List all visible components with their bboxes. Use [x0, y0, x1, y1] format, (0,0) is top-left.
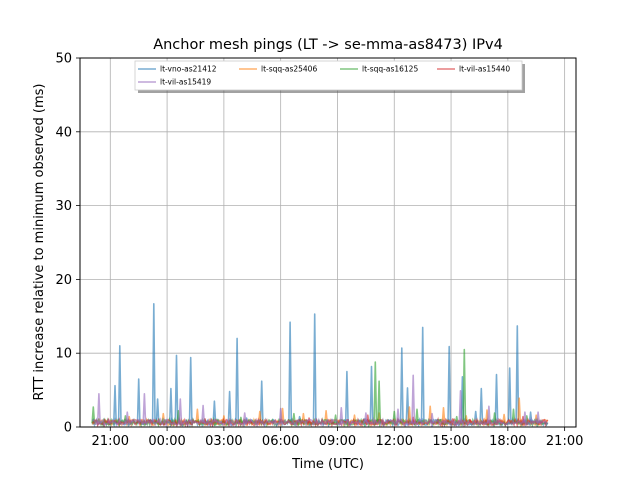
data-point: [411, 374, 416, 424]
data-point: [522, 411, 527, 424]
x-axis-label: Time (UTC): [291, 457, 364, 472]
data-point: [227, 390, 232, 424]
x-tick-label: 21:00: [546, 434, 583, 449]
plot-frame: [79, 57, 577, 428]
data-point: [178, 398, 183, 424]
y-tick-label: 50: [55, 52, 72, 67]
series-baseline: [91, 416, 549, 428]
x-tick-label: 03:00: [205, 434, 242, 449]
data-point: [312, 313, 317, 424]
legend-label: lt-vil-as15419: [160, 78, 211, 87]
y-axis-label: RTT increase relative to minimum observe…: [32, 84, 47, 401]
data-point: [396, 408, 400, 424]
x-tick-label: 00:00: [148, 434, 185, 449]
data-point: [201, 404, 206, 424]
data-point: [151, 303, 156, 424]
data-point: [430, 412, 435, 424]
data-point: [494, 373, 499, 424]
data-point: [174, 354, 179, 424]
data-point: [259, 380, 264, 424]
y-tick-label: 10: [55, 347, 72, 362]
data-point: [458, 390, 463, 424]
data-point: [441, 407, 446, 424]
data-point: [307, 417, 312, 424]
data-point: [91, 406, 96, 424]
legend-label: lt-vno-as21412: [160, 65, 217, 74]
data-point: [195, 408, 200, 424]
y-axis: 0 10 20 30 40 50: [55, 52, 80, 436]
series-lt-vil-as15419: [91, 374, 549, 428]
x-axis: 21:00 00:00 03:00 06:00 09:00 12:00 15:00 18:00…: [92, 427, 583, 449]
y-tick-label: 20: [55, 273, 72, 288]
data-point: [155, 398, 160, 424]
data-point: [188, 356, 193, 424]
data-point: [288, 321, 293, 424]
chart-title: Anchor mesh pings (LT -> se-mma-as8473) …: [153, 37, 503, 53]
data-point: [373, 361, 378, 424]
data-point: [407, 406, 412, 424]
data-point: [117, 345, 122, 424]
data-point: [212, 400, 217, 424]
legend-label: lt-sqq-as16125: [362, 65, 418, 74]
x-tick-label: 15:00: [432, 434, 469, 449]
data-point: [447, 345, 452, 424]
data-point: [344, 370, 349, 424]
y-tick-label: 40: [55, 125, 72, 140]
legend-label: lt-vil-as15440: [459, 65, 510, 74]
data-point: [486, 405, 491, 424]
data-point: [415, 408, 419, 424]
data-point: [125, 411, 130, 424]
y-tick-label: 30: [55, 199, 72, 214]
data-point: [242, 412, 247, 424]
x-tick-label: 12:00: [376, 434, 413, 449]
data-point: [142, 393, 147, 424]
data-point: [502, 413, 507, 424]
data-point: [168, 387, 173, 424]
data-point: [462, 348, 467, 424]
data-point: [235, 337, 240, 424]
data-point: [377, 380, 382, 424]
data-point: [479, 387, 484, 424]
data-point: [136, 378, 141, 424]
legend: lt-vno-as21412 lt-sqq-as25406 lt-sqq-as161…: [134, 60, 525, 93]
x-tick-label: 21:00: [92, 434, 129, 449]
x-tick-label: 06:00: [262, 434, 299, 449]
data-point: [339, 407, 344, 424]
data-point: [536, 411, 541, 424]
data-point: [369, 365, 374, 424]
y-tick-label: 0: [64, 421, 72, 436]
data-point: [363, 412, 368, 424]
data-point: [399, 347, 404, 424]
data-point: [507, 367, 512, 424]
data-point: [517, 397, 522, 424]
x-tick-label: 09:00: [319, 434, 356, 449]
x-tick-label: 18:00: [489, 434, 526, 449]
data-point: [492, 412, 497, 424]
data-point: [113, 384, 117, 424]
data-point: [96, 393, 101, 424]
legend-label: lt-sqq-as25406: [261, 65, 317, 74]
data-point: [515, 325, 520, 424]
legend-box: [134, 60, 523, 91]
data-point: [278, 407, 283, 424]
data-point: [420, 326, 425, 424]
series-layer: [91, 303, 549, 428]
